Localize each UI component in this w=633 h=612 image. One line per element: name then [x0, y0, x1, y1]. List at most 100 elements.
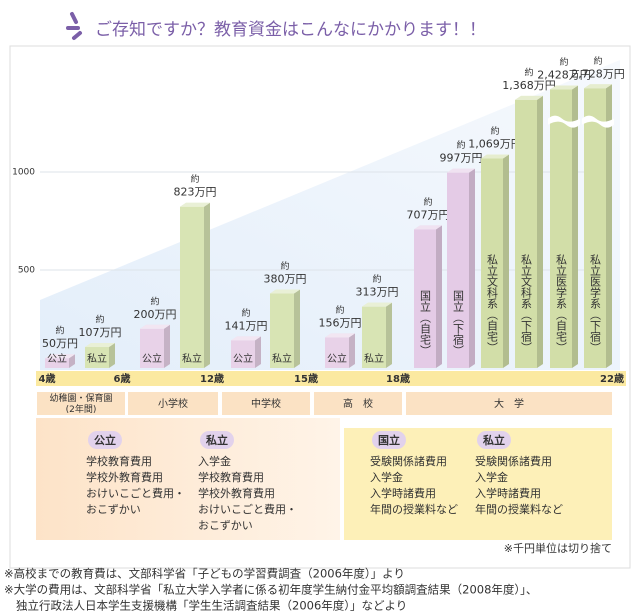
bar-top: [140, 324, 170, 329]
approx-label: 約: [524, 66, 533, 78]
bar-side-shade: [469, 168, 475, 368]
stage-band: [222, 392, 310, 415]
bar-top-light: [45, 354, 75, 359]
bar-top: [414, 225, 442, 230]
stage-label: 小学校: [158, 397, 188, 410]
category-label: 私立: [364, 352, 384, 365]
bar-top: [447, 168, 475, 173]
value-label: 50万円: [42, 337, 78, 350]
bar-side-shade: [109, 343, 115, 368]
approx-label: 約: [490, 125, 499, 137]
bar-top: [85, 343, 115, 348]
bar-top: [231, 336, 261, 341]
bar-side: [386, 302, 392, 368]
age-label: 15歳: [294, 372, 318, 385]
group-item: 入学金: [475, 470, 508, 484]
category-label: 私立文科系（自宅）: [486, 254, 499, 353]
age-label: 22歳: [600, 372, 624, 385]
bar-side: [255, 336, 261, 368]
value-label: 1,069万円: [468, 137, 522, 150]
bar-top-light: [447, 168, 475, 173]
category-label: 私立: [182, 352, 202, 365]
group-name: 国立: [378, 433, 400, 447]
bar-top-light: [180, 202, 210, 207]
bar-side-shade: [204, 202, 210, 368]
value-label: 1,368万円: [502, 79, 556, 92]
bar: [231, 340, 255, 368]
group-item: 学校外教育費用: [86, 470, 163, 484]
bar-top-light: [584, 84, 612, 89]
group-item: 学校教育費用: [86, 454, 152, 468]
bar: [180, 206, 204, 368]
approx-label: 約: [559, 56, 568, 68]
axis-break: [582, 115, 614, 128]
bar-side-shade: [572, 85, 578, 368]
bar-side-shade: [503, 154, 509, 368]
age-label: 18歳: [386, 372, 410, 385]
group-pill: [477, 431, 511, 449]
bar-side: [606, 84, 612, 369]
bar: [362, 306, 386, 368]
category-label: 私立: [87, 352, 107, 365]
age-label: 4歳: [39, 372, 56, 385]
age-label: 12歳: [200, 372, 224, 385]
bar-side: [69, 354, 75, 368]
bar-top-light: [414, 225, 442, 230]
category-label: 公立: [142, 352, 162, 365]
stage-label: 大 学: [494, 397, 524, 410]
axis-break: [548, 115, 580, 128]
bar-top: [550, 85, 578, 90]
bar-top: [325, 333, 355, 338]
group-pill: [372, 431, 406, 449]
stage-band: [406, 392, 612, 415]
bar: [515, 99, 537, 368]
bar-side-shade: [386, 302, 392, 368]
bar-side-shade: [164, 324, 170, 368]
category-label: 公立: [327, 352, 347, 365]
bar-top: [270, 289, 300, 294]
bar-top-light: [481, 154, 509, 159]
group-pill: [200, 431, 234, 449]
group-item: 入学時諸費用: [475, 486, 541, 500]
bar-top-light: [85, 343, 115, 348]
group-name: 私立: [206, 433, 228, 447]
group-item: 学校外教育費用: [198, 486, 275, 500]
bar-top-light: [325, 333, 355, 338]
bar-side: [164, 324, 170, 368]
y-tick-label: 500: [18, 266, 35, 276]
group-item: 受験関係諸費用: [370, 454, 447, 468]
category-label: 私立医学系（自宅）: [555, 254, 568, 353]
value-label: 2,728万円: [571, 67, 625, 80]
group-item: 入学金: [198, 454, 231, 468]
group-item: 受験関係諸費用: [475, 454, 552, 468]
stage-label: 中学校: [251, 397, 281, 410]
bar: [140, 328, 164, 368]
category-label: 私立医学系（下宿）: [589, 254, 602, 353]
bar-top: [180, 202, 210, 207]
value-label: 2,428万円: [537, 68, 591, 81]
stage-label: 幼稚園・保育園: [49, 392, 112, 404]
value-label: 156万円: [319, 316, 362, 329]
y-tick-label: 1000: [12, 168, 35, 178]
bar-top: [515, 95, 543, 100]
bar-side: [436, 225, 442, 368]
value-label: 380万円: [264, 273, 307, 286]
bar-top-light: [140, 324, 170, 329]
bar-top-light: [550, 85, 578, 90]
category-label: 私立文科系（下宿）: [520, 254, 533, 353]
bar-top: [584, 84, 612, 89]
bar-side-shade: [255, 336, 261, 368]
bar: [270, 293, 294, 368]
category-label: 私立: [272, 352, 292, 365]
approx-label: 約: [456, 139, 465, 151]
footnote: 独立行政法人日本学生支援機構「学生生活調査結果（2006年度）」などより: [16, 599, 407, 612]
value-label: 200万円: [134, 308, 177, 321]
approx-label: 約: [55, 325, 64, 337]
bar-top: [481, 154, 509, 159]
title-icon: [66, 12, 82, 40]
bar-side-shade: [69, 354, 75, 368]
group-item: おこずかい: [198, 519, 253, 532]
category-label: 国立（下宿）: [452, 290, 465, 356]
approx-label: 約: [241, 307, 250, 319]
